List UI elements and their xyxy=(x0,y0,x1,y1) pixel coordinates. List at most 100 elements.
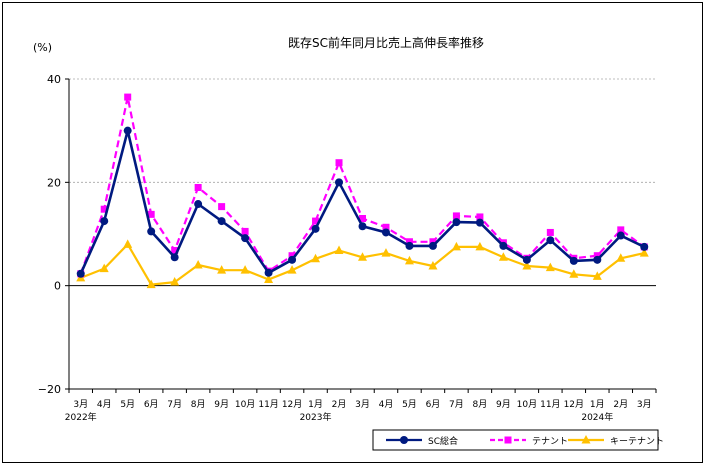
data-point xyxy=(428,241,437,250)
legend-label: テナント xyxy=(532,436,568,447)
data-point xyxy=(616,253,626,262)
data-point xyxy=(311,224,320,233)
x-year-label: 2023年 xyxy=(300,411,332,423)
data-point xyxy=(522,255,531,264)
data-point xyxy=(147,210,155,218)
x-tick-label: 10月 xyxy=(235,399,255,410)
data-point xyxy=(147,227,156,236)
chart-title: 既存SC前年同月比売上高伸長率推移 xyxy=(288,35,484,50)
x-tick-label: 7月 xyxy=(167,399,182,410)
data-point xyxy=(451,241,461,251)
x-tick-label: 6月 xyxy=(144,399,159,410)
x-tick-label: 4月 xyxy=(97,399,112,410)
data-point xyxy=(639,248,649,257)
data-point xyxy=(264,268,273,277)
grid-lines xyxy=(69,78,656,183)
x-tick-label: 4月 xyxy=(379,399,394,410)
data-point xyxy=(146,279,156,289)
chart-frame: 既存SC前年同月比売上高伸長率推移 (%) 40 20 0 −20 3月 4月 5月 6月 7… xyxy=(2,2,703,463)
x-tick-label: 1月 xyxy=(590,399,605,410)
x-tick-label: 7月 xyxy=(449,399,464,410)
x-tick-label: 3月 xyxy=(637,399,652,410)
data-point xyxy=(593,252,601,260)
data-point xyxy=(311,253,321,263)
data-point xyxy=(522,261,532,270)
data-point xyxy=(359,215,366,222)
data-point xyxy=(334,245,344,255)
data-point xyxy=(335,178,344,187)
data-point xyxy=(593,255,602,264)
axes xyxy=(65,78,657,393)
data-point xyxy=(217,265,227,274)
data-point xyxy=(405,241,414,250)
data-point xyxy=(617,226,625,234)
data-point xyxy=(381,228,390,237)
data-point xyxy=(171,247,179,255)
legend: SC総合 テナント キーテナント xyxy=(372,429,664,451)
data-point xyxy=(193,260,203,269)
legend-label: SC総合 xyxy=(428,435,458,447)
x-tick-label: 6月 xyxy=(426,399,441,410)
line-chart: 既存SC前年同月比売上高伸長率推移 (%) 40 20 0 −20 3月 4月 5月 6月 7… xyxy=(33,35,664,451)
data-point xyxy=(381,248,391,257)
data-point xyxy=(546,228,554,236)
legend-marker xyxy=(581,435,591,444)
y-tick-label: 20 xyxy=(47,176,61,189)
x-tick-label: 11月 xyxy=(540,399,560,410)
data-point xyxy=(240,265,250,274)
data-point xyxy=(264,274,274,283)
data-point xyxy=(100,217,109,226)
data-point xyxy=(312,217,320,225)
x-tick-label: 9月 xyxy=(214,399,229,410)
series-0 xyxy=(76,126,649,278)
y-tick-label: 0 xyxy=(54,280,61,293)
x-tick-label: 3月 xyxy=(73,399,88,410)
data-point xyxy=(241,227,249,235)
x-tick-label: 10月 xyxy=(517,399,537,410)
data-point xyxy=(358,222,367,231)
x-year-label: 2022年 xyxy=(65,411,97,423)
data-point xyxy=(288,252,296,260)
y-axis-unit: (%) xyxy=(33,41,52,54)
data-point xyxy=(592,271,602,280)
data-point xyxy=(335,159,343,167)
data-point xyxy=(452,218,461,227)
data-point xyxy=(452,212,460,220)
data-point xyxy=(170,253,179,262)
data-point xyxy=(569,256,578,265)
data-point xyxy=(217,217,226,226)
x-tick-label: 3月 xyxy=(355,399,370,410)
data-point xyxy=(404,255,414,265)
x-tick-label: 12月 xyxy=(282,399,302,410)
data-point xyxy=(194,200,203,209)
data-point xyxy=(546,236,555,245)
data-point xyxy=(429,238,437,246)
x-tick-labels: 3月 4月 5月 6月 7月 8月 9月 10月 11月 12月 1月 2月 3月 4月 5月 6月 7月 8月 9… xyxy=(65,399,652,423)
data-point xyxy=(100,205,108,213)
data-point xyxy=(218,203,226,211)
x-tick-label: 11月 xyxy=(258,399,278,410)
data-point xyxy=(405,238,413,246)
data-point xyxy=(123,126,132,135)
x-tick-label: 8月 xyxy=(473,399,488,410)
data-point xyxy=(358,252,367,261)
data-point xyxy=(476,213,484,221)
data-point xyxy=(498,252,508,261)
data-point xyxy=(123,239,133,248)
legend-marker xyxy=(504,436,512,444)
series-line xyxy=(80,243,645,286)
x-tick-label: 2月 xyxy=(613,399,628,410)
data-point xyxy=(241,234,250,243)
x-tick-label: 5月 xyxy=(120,399,135,410)
data-point xyxy=(475,218,484,227)
y-tick-label: 40 xyxy=(47,73,61,86)
data-point xyxy=(545,262,555,272)
x-tick-label: 8月 xyxy=(191,399,206,410)
y-tick-labels: 40 20 0 −20 xyxy=(38,73,61,396)
data-point xyxy=(76,269,85,278)
series-lines xyxy=(76,93,649,289)
series-2 xyxy=(76,239,649,289)
x-tick-label: 2月 xyxy=(332,399,347,410)
data-point xyxy=(194,184,202,191)
data-point xyxy=(428,261,438,270)
